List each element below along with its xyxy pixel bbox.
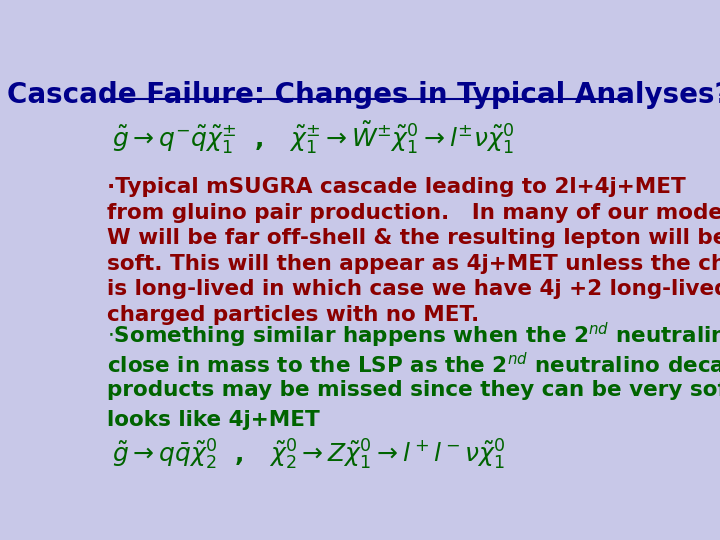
- Text: $\cdot$Something similar happens when the 2$^{nd}$ neutralino is: $\cdot$Something similar happens when th…: [107, 321, 720, 350]
- Text: $\tilde{g}\rightarrow q\bar{q}\tilde{\chi}_2^{0}$  ,   $\tilde{\chi}_2^{0}\right: $\tilde{g}\rightarrow q\bar{q}\tilde{\ch…: [112, 438, 505, 472]
- Text: looks like 4j+MET: looks like 4j+MET: [107, 410, 320, 430]
- Text: products may be missed since they can be very soft; this: products may be missed since they can be…: [107, 380, 720, 400]
- Text: ·Typical mSUGRA cascade leading to 2l+4j+MET
from gluino pair production.   In m: ·Typical mSUGRA cascade leading to 2l+4j…: [107, 177, 720, 325]
- Text: close in mass to the LSP as the 2$^{nd}$ neutralino decay: close in mass to the LSP as the 2$^{nd}$…: [107, 350, 720, 380]
- Text: Cascade Failure: Changes in Typical Analyses?: Cascade Failure: Changes in Typical Anal…: [7, 82, 720, 110]
- Text: $\tilde{g}\rightarrow q^{-}\tilde{q}\tilde{\chi}_1^{\pm}$  ,   $\tilde{\chi}_1^{: $\tilde{g}\rightarrow q^{-}\tilde{q}\til…: [112, 120, 515, 156]
